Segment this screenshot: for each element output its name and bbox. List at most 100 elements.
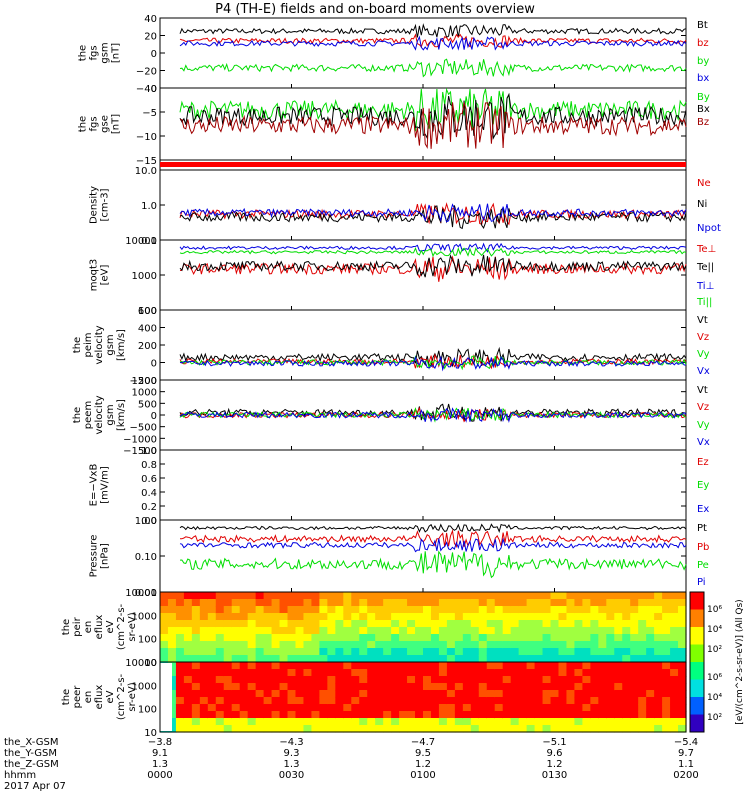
spectrogram-cell	[375, 704, 384, 712]
spectrogram-cell	[279, 711, 289, 719]
spectrogram-cell	[407, 627, 416, 635]
spectrogram-cell	[462, 606, 472, 614]
spectrogram-cell	[606, 613, 615, 621]
y-axis-label: moqt3	[89, 259, 100, 292]
legend-Bt: Bt	[697, 20, 708, 31]
spectrogram-cell	[446, 627, 456, 635]
spectrogram-cell	[542, 711, 552, 719]
spectrogram-cell	[622, 613, 631, 621]
spectrogram-cell	[399, 648, 408, 656]
spectrogram-cell	[558, 641, 568, 649]
spectrogram-cell	[518, 627, 528, 635]
spectrogram-cell	[670, 697, 679, 705]
spectrogram-cell	[470, 704, 480, 712]
y-axis-label: fgs	[89, 45, 100, 60]
spectrogram-cell	[542, 655, 552, 663]
spectrogram-cell	[598, 669, 607, 677]
spectrogram-cell	[494, 655, 504, 663]
spectrogram-cell	[191, 711, 201, 719]
spectrogram-cell	[351, 620, 360, 628]
spectrogram-cell	[375, 676, 384, 684]
spectrogram-cell	[486, 697, 496, 705]
spectrogram-cell	[534, 697, 544, 705]
spectrogram-cell	[462, 711, 472, 719]
spectrogram-cell	[630, 683, 639, 691]
y-axis-label: [nT]	[111, 43, 122, 63]
colorbar-segment	[690, 697, 704, 715]
spectrogram-cell	[478, 613, 488, 621]
spectrogram-cell	[191, 683, 201, 691]
spectrogram-cell	[391, 697, 400, 705]
spectrogram-cell	[223, 606, 233, 614]
spectrogram-cell	[391, 613, 400, 621]
spectrogram-cell	[303, 592, 313, 600]
spectrogram-cell	[351, 655, 360, 663]
spectrogram-cell	[566, 599, 576, 607]
spectrogram-cell	[446, 690, 456, 698]
spectrogram-cell	[263, 662, 273, 670]
spectrogram-cell	[582, 655, 591, 663]
spectrogram-cell	[239, 669, 249, 677]
spectrogram-cell	[199, 718, 209, 726]
spectrogram-cell	[462, 648, 472, 656]
spectrogram-cell	[343, 662, 352, 670]
spectrogram-cell	[383, 704, 392, 712]
spectrogram-cell	[518, 599, 528, 607]
spectrogram-cell	[415, 613, 424, 621]
spectrogram-cell	[550, 634, 560, 642]
spectrogram-cell	[446, 592, 456, 600]
spectrogram-cell	[391, 627, 400, 635]
spectrogram-cell	[478, 676, 488, 684]
spectrogram-cell	[255, 683, 265, 691]
spectrogram-cell	[542, 620, 552, 628]
spectrogram-cell	[239, 613, 249, 621]
spectrogram-cell	[191, 690, 201, 698]
legend-Vz: Vz	[697, 332, 709, 343]
spectrogram-cell	[239, 676, 249, 684]
spectrogram-cell	[160, 592, 169, 600]
series-line-Vx	[179, 407, 687, 423]
spectrogram-cell	[526, 599, 536, 607]
spectrogram-cell	[662, 697, 671, 705]
spectrogram-cell	[375, 606, 384, 614]
x-tick-label: 1.1	[678, 759, 694, 770]
spectrogram-cell	[430, 606, 440, 614]
spectrogram-cell	[175, 655, 185, 663]
y-axis-label: velocity	[94, 325, 105, 364]
y-tick-label: −500	[130, 423, 157, 434]
panel-frame	[159, 169, 687, 241]
spectrogram-cell	[486, 592, 496, 600]
spectrogram-cell	[430, 634, 440, 642]
spectrogram-cell	[271, 655, 281, 663]
spectrogram-cell	[383, 676, 392, 684]
spectrogram-cell	[614, 683, 623, 691]
spectrogram-cell	[614, 697, 623, 705]
spectrogram-cell	[646, 592, 655, 600]
spectrogram-cell	[223, 641, 233, 649]
spectrogram-cell	[582, 613, 591, 621]
spectrogram-cell	[542, 669, 552, 677]
series-line-Pe	[179, 550, 687, 579]
spectrogram-cell	[327, 725, 336, 733]
spectrogram-cell	[287, 676, 297, 684]
spectrogram-cell	[494, 641, 504, 649]
spectrogram-cell	[415, 683, 424, 691]
spectrogram-cell	[486, 676, 496, 684]
spectrogram-cell	[646, 620, 655, 628]
spectrogram-cell	[279, 592, 289, 600]
series-line-bx	[179, 35, 687, 51]
y-axis-label: [nT]	[111, 114, 122, 134]
spectrogram-cell	[191, 592, 201, 600]
spectrogram-cell	[367, 697, 376, 705]
y-axis-label: peir	[72, 616, 83, 636]
spectrogram-cell	[622, 592, 631, 600]
series-line-Te⊥	[179, 255, 687, 282]
spectrogram-cell	[510, 655, 520, 663]
spectrogram-cell	[319, 718, 328, 726]
spectrogram-cell	[311, 662, 320, 670]
spectrogram-cell	[199, 627, 209, 635]
spectrogram-cell	[351, 662, 360, 670]
spectrogram-cell	[367, 711, 376, 719]
spectrogram-cell	[678, 683, 687, 691]
spectrogram-cell	[311, 613, 320, 621]
